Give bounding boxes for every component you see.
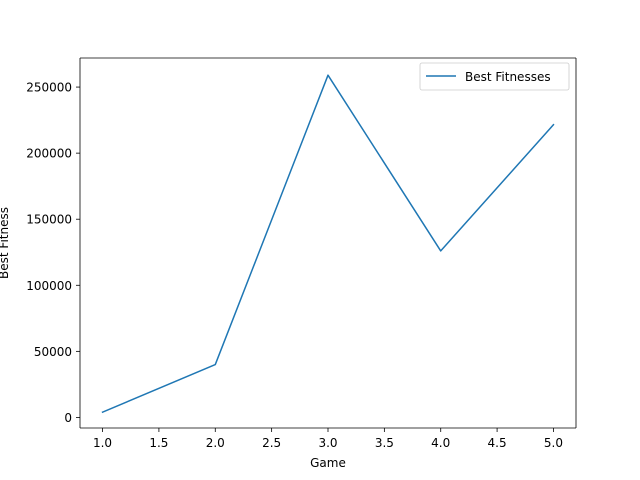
- x-tick-label: 1.5: [149, 436, 168, 450]
- y-tick-label: 150000: [26, 213, 72, 227]
- y-tick-label: 200000: [26, 147, 72, 161]
- x-tick-label: 3.0: [318, 436, 337, 450]
- legend-box: [419, 62, 570, 91]
- x-tick-label: 2.0: [206, 436, 225, 450]
- plot-area: [80, 58, 576, 428]
- legend: Best Fitnesses: [419, 62, 570, 91]
- x-tick-label: 1.0: [93, 436, 112, 450]
- y-tick-label: 0: [64, 411, 72, 425]
- x-tick-label: 3.5: [375, 436, 394, 450]
- series-line-best-fitnesses: [101, 74, 555, 414]
- x-tick-label: 5.0: [544, 436, 563, 450]
- y-tick-label: 250000: [26, 81, 72, 95]
- y-tick-label: 100000: [26, 279, 72, 293]
- x-tick-label: 4.0: [431, 436, 450, 450]
- series-group: [101, 74, 555, 414]
- legend-label: Best Fitnesses: [465, 70, 551, 84]
- axes-frame: [79, 57, 577, 429]
- ticks-group: 1.0 1.5 2.0 2.5 3.0 3.5 4.0 4.5 5.0 0 50000 100000 1…: [26, 81, 563, 450]
- y-axis-label: Best Fitness: [0, 207, 11, 279]
- x-tick-label: 4.5: [488, 436, 507, 450]
- x-tick-label: 2.5: [262, 436, 281, 450]
- y-tick-label: 50000: [34, 345, 72, 359]
- x-axis-label: Game: [310, 456, 346, 470]
